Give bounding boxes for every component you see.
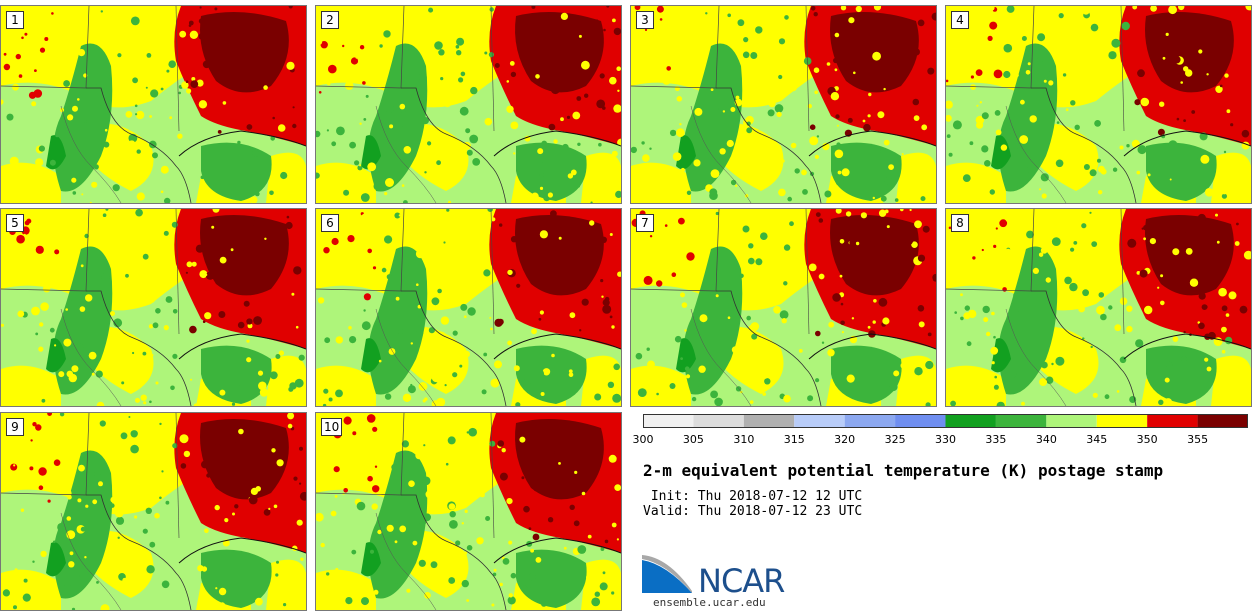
valid-time: Valid: Thu 2018-07-12 23 UTC bbox=[643, 504, 863, 519]
colorbar-tick-label: 310 bbox=[733, 433, 755, 446]
colorbar-bin bbox=[693, 414, 744, 428]
colorbar-bin bbox=[1096, 414, 1148, 428]
member-label: 8 bbox=[951, 214, 969, 232]
ncar-logo-text: NCAR bbox=[698, 562, 785, 600]
colorbar-tick-label: 350 bbox=[1136, 433, 1158, 446]
colorbar-bin bbox=[945, 414, 996, 428]
ncar-logo-icon bbox=[642, 555, 692, 593]
member-label: 10 bbox=[321, 418, 343, 436]
colorbar-bin bbox=[743, 414, 795, 428]
colorbar-bin bbox=[995, 414, 1047, 428]
colorbar-tick-label: 315 bbox=[783, 433, 805, 446]
colorbar-tick-label: 330 bbox=[935, 433, 956, 446]
colorbar-bin bbox=[1046, 414, 1097, 428]
member-label: 2 bbox=[321, 11, 339, 29]
colorbar-bin bbox=[895, 414, 946, 428]
member-map-10: 10 bbox=[315, 412, 622, 611]
member-map-7: 7 bbox=[630, 208, 937, 407]
colorbar-tick-label: 335 bbox=[985, 433, 1007, 446]
member-map-8: 8 bbox=[945, 208, 1252, 407]
member-map-4: 4 bbox=[945, 5, 1252, 204]
member-label: 9 bbox=[6, 418, 24, 436]
colorbar-bin bbox=[794, 414, 845, 428]
member-label: 5 bbox=[6, 214, 24, 232]
colorbar-tick-label: 305 bbox=[682, 433, 704, 446]
member-map-1: 1 bbox=[0, 5, 307, 204]
member-map-3: 3 bbox=[630, 5, 937, 204]
map-title: 2-m equivalent potential temperature (K)… bbox=[643, 461, 1164, 480]
colorbar-bin bbox=[1197, 414, 1248, 428]
init-time: Init: Thu 2018-07-12 12 UTC bbox=[643, 489, 863, 504]
member-label: 3 bbox=[636, 11, 654, 29]
colorbar-bin bbox=[643, 414, 694, 428]
colorbar-tick-label: 345 bbox=[1086, 433, 1108, 446]
colorbar-bin bbox=[844, 414, 896, 428]
member-label: 6 bbox=[321, 214, 339, 232]
member-map-9: 9 bbox=[0, 412, 307, 611]
colorbar-tick-label: 300 bbox=[632, 433, 654, 446]
member-label: 4 bbox=[951, 11, 969, 29]
member-map-2: 2 bbox=[315, 5, 622, 204]
colorbar-tick-label: 340 bbox=[1035, 433, 1057, 446]
member-label: 7 bbox=[636, 214, 654, 232]
colorbar-tick-label: 320 bbox=[834, 433, 856, 446]
colorbar-bin bbox=[1147, 414, 1198, 428]
colorbar-tick-label: 355 bbox=[1187, 433, 1209, 446]
member-map-5: 5 bbox=[0, 208, 307, 407]
member-label: 1 bbox=[6, 11, 24, 29]
member-map-6: 6 bbox=[315, 208, 622, 407]
colorbar bbox=[643, 414, 1248, 428]
colorbar-tick-label: 325 bbox=[884, 433, 906, 446]
site-url: ensemble.ucar.edu bbox=[653, 596, 766, 609]
